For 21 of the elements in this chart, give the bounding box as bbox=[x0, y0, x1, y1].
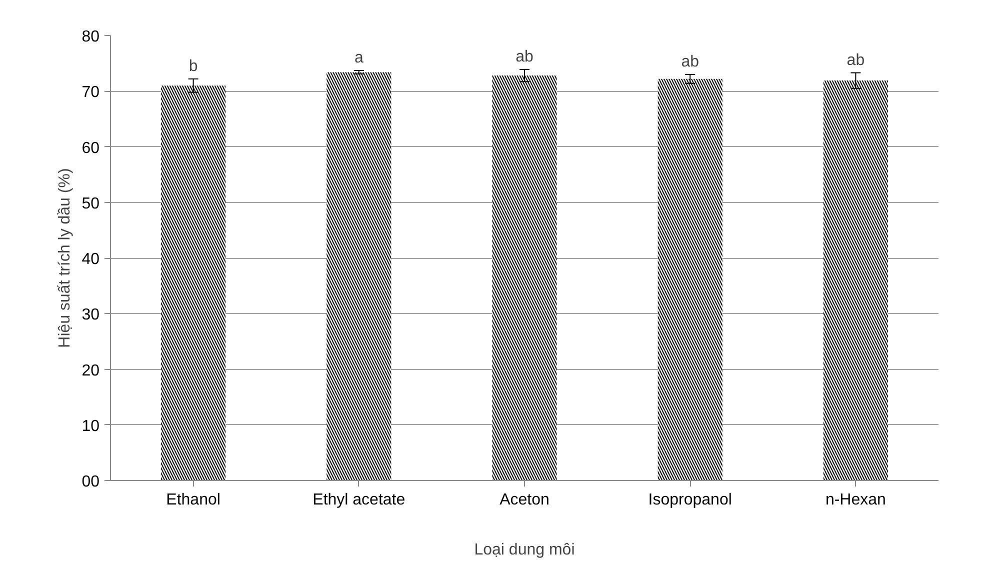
y-axis-title: Hiệu suất trích ly dầu (%) bbox=[56, 168, 74, 348]
x-tick-label: Aceton bbox=[500, 492, 550, 508]
x-axis-title: Loại dung môi bbox=[474, 542, 575, 558]
x-tick-label: n-Hexan bbox=[825, 492, 886, 508]
y-tick-label: 00 bbox=[82, 474, 100, 490]
annotation: a bbox=[354, 50, 364, 67]
y-tick-label: 50 bbox=[82, 195, 100, 212]
x-tick-label: Ethyl acetate bbox=[312, 492, 406, 508]
annotation: ab bbox=[681, 53, 700, 70]
y-tick-label: 60 bbox=[82, 140, 100, 157]
x-tick-label: Ethanol bbox=[166, 492, 220, 508]
y-tick-label: 80 bbox=[82, 28, 100, 46]
x-tick-label: Isopropanol bbox=[648, 492, 732, 508]
y-tick-label: 20 bbox=[82, 362, 100, 380]
annotation: b bbox=[188, 58, 198, 75]
y-tick-label: 40 bbox=[82, 251, 100, 268]
y-tick-label: 30 bbox=[82, 306, 100, 324]
annotation: ab bbox=[846, 52, 865, 69]
y-tick-label: 10 bbox=[82, 418, 100, 435]
annotation: ab bbox=[516, 48, 534, 66]
y-tick-label: 70 bbox=[82, 84, 100, 102]
